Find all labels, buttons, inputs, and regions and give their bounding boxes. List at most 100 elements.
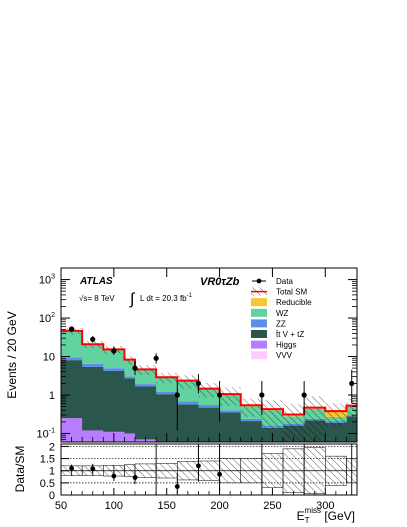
x-axis-title-main: E	[297, 509, 305, 523]
stack-bar-t-t-v-tz	[156, 394, 178, 442]
stack-bar-t-t-v-tz	[103, 370, 115, 432]
y-tick-label: 1	[49, 390, 55, 402]
uncertainty-bin	[198, 383, 220, 398]
ratio-y-axis: 00.511.52	[40, 441, 69, 502]
ratio-y-axis-title: Data/SM	[13, 446, 27, 493]
legend-swatch	[251, 340, 267, 349]
stack-bar-zz	[198, 404, 220, 408]
stack-bar-zz	[240, 418, 263, 422]
x-tick-label: 300	[316, 500, 334, 512]
x-axis-title-sub: T	[305, 516, 310, 525]
stack-bar-zz	[113, 368, 125, 371]
main-y-axis-title: Events / 20 GeV	[5, 311, 19, 398]
y-tick-label: 103	[39, 274, 55, 287]
ratio-y-tick-label: 0.5	[40, 478, 55, 490]
stack-bar-t-t-v-tz	[113, 370, 125, 432]
uncertainty-bin	[240, 398, 262, 417]
data-point	[301, 392, 307, 398]
stack-bar-wz	[124, 360, 136, 377]
stack-bar-t-t-v-tz	[198, 407, 220, 442]
y-tick-label: 10	[43, 352, 55, 364]
energy-label: √s= 8 TeV	[79, 294, 115, 303]
ratio-point	[217, 471, 222, 477]
legend-label: WZ	[276, 309, 289, 318]
stack-bar-zz	[135, 384, 157, 387]
x-axis-title-sup: miss	[305, 506, 321, 515]
stack-bar-zz	[156, 391, 178, 395]
stack-bar-higgs	[82, 430, 94, 442]
lumi-text: L dt = 20.3 fb	[140, 294, 187, 303]
legend-swatch	[251, 319, 267, 328]
legend-label: Total SM	[276, 288, 307, 297]
uncertainty-bin	[304, 396, 326, 442]
uncertainty-bin	[283, 403, 305, 442]
stack-bar-t-t-v-tz	[135, 386, 157, 440]
stack-bar-t-t-v-tz	[346, 416, 357, 442]
x-axis: 50 100 150 200 250 300	[55, 268, 358, 512]
legend-label: Higgs	[276, 341, 296, 350]
stack-bar-t-t-v-tz	[325, 422, 347, 442]
data-point	[90, 336, 96, 342]
data-point	[174, 392, 180, 398]
stack-bar-zz	[71, 357, 83, 361]
legend-data-marker	[256, 278, 262, 284]
uncertainty-bin	[325, 403, 347, 427]
stack-bar-zz	[103, 368, 115, 371]
y-tick-label-base: 10	[37, 428, 49, 440]
experiment-label: ATLAS	[79, 276, 113, 287]
uncertainty-bin	[346, 398, 357, 418]
uncertainty-bin	[219, 387, 241, 406]
stack-bar-t-t-v-tz	[240, 421, 263, 442]
y-tick-label-base: 10	[39, 313, 51, 325]
stack-bar-higgs	[103, 431, 115, 442]
stack-bar-zz	[177, 401, 199, 405]
y-tick-label: 10-1	[37, 427, 56, 440]
stack-bar-higgs	[113, 431, 125, 442]
y-tick-label-base: 10	[43, 352, 55, 364]
data-point	[153, 355, 159, 361]
stack-bar-zz	[124, 376, 136, 379]
ratio-point	[132, 475, 138, 480]
stack-bar-wz	[103, 349, 115, 369]
x-tick-label: 100	[105, 500, 123, 512]
stack-bar-wz	[82, 344, 94, 364]
data-point	[195, 380, 202, 387]
legend-item: Higgs	[251, 340, 296, 350]
ratio-y-tick-label: 2	[49, 441, 55, 453]
legend-item: ZZ	[251, 319, 286, 328]
data-point	[132, 365, 138, 371]
ratio-y-tick-label: 0	[49, 490, 55, 502]
data-point	[111, 348, 117, 354]
lumi-label: L dt = 20.3 fb-1	[140, 293, 193, 303]
stack-bar-t-t-v-tz	[82, 366, 94, 431]
y-tick-label-base: 10	[39, 275, 51, 287]
x-tick-label: 50	[55, 500, 67, 512]
ratio-point	[196, 463, 201, 469]
stack-bar-zz	[61, 357, 72, 361]
ratio-point	[69, 465, 74, 471]
stack-bar-higgs	[92, 430, 104, 442]
legend-label: Data	[276, 277, 293, 286]
legend-label: Reducible	[276, 298, 312, 307]
legend-item: Data	[252, 277, 293, 286]
legend-item: VVV	[251, 351, 293, 360]
x-axis-title: ETmiss [GeV]	[297, 506, 355, 525]
legend-swatch	[251, 330, 267, 338]
legend-swatch	[251, 308, 267, 317]
stack-bar-wz	[61, 331, 72, 358]
stack-bar-t-t-v-tz	[92, 366, 104, 431]
lumi-integral: ∫	[129, 291, 136, 308]
y-tick-label-base: 1	[49, 390, 55, 402]
stack-bar-higgs	[61, 418, 72, 442]
stack-bar-t-t-v-tz	[71, 360, 83, 419]
legend-swatch	[251, 298, 267, 307]
stack-bar-t-t-v-tz	[177, 404, 199, 442]
stack-bar-higgs	[71, 418, 83, 442]
legend-item: t̄t V + tZ	[251, 330, 304, 339]
stack-bar-t-t-v-tz	[124, 378, 136, 434]
stack-bar-higgs	[198, 449, 220, 452]
stack-bar-higgs	[177, 449, 199, 452]
y-tick-label: 102	[39, 312, 55, 325]
region-label: VR0τZb	[200, 276, 240, 288]
